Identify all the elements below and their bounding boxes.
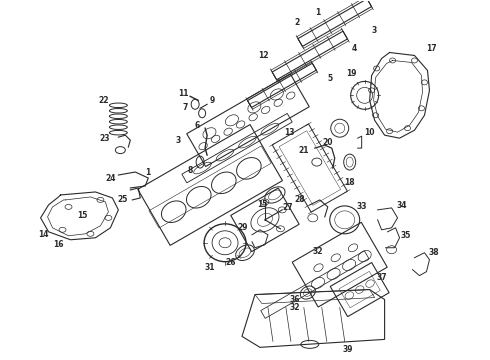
- Text: 11: 11: [178, 89, 189, 98]
- Text: 6: 6: [195, 121, 200, 130]
- Text: 12: 12: [258, 51, 268, 60]
- Text: 1: 1: [315, 8, 320, 17]
- Text: 35: 35: [400, 231, 411, 240]
- Text: 32: 32: [313, 247, 323, 256]
- Text: 19: 19: [346, 69, 357, 78]
- Text: 10: 10: [365, 128, 375, 137]
- Text: 8: 8: [188, 166, 193, 175]
- Text: 5: 5: [327, 74, 332, 83]
- Text: 23: 23: [99, 134, 110, 143]
- Text: 29: 29: [238, 223, 248, 232]
- Text: 2: 2: [294, 18, 299, 27]
- Text: 4: 4: [352, 44, 357, 53]
- Text: 31: 31: [205, 263, 215, 272]
- Text: 15: 15: [257, 201, 267, 210]
- Text: 27: 27: [283, 203, 293, 212]
- Text: 9: 9: [209, 96, 215, 105]
- Text: 33: 33: [356, 202, 367, 211]
- Text: 34: 34: [396, 201, 407, 210]
- Text: 26: 26: [226, 258, 236, 267]
- Text: 39: 39: [343, 345, 353, 354]
- Text: 38: 38: [428, 248, 439, 257]
- Text: 32: 32: [290, 303, 300, 312]
- Text: 3: 3: [372, 26, 377, 35]
- Text: 15: 15: [77, 211, 88, 220]
- Text: 18: 18: [344, 179, 355, 188]
- Text: 24: 24: [105, 174, 116, 183]
- Text: 21: 21: [298, 145, 309, 154]
- Text: 7: 7: [182, 103, 188, 112]
- Text: 36: 36: [290, 295, 300, 304]
- Text: 28: 28: [294, 195, 305, 204]
- Text: 37: 37: [376, 273, 387, 282]
- Text: 13: 13: [285, 128, 295, 137]
- Text: 14: 14: [38, 230, 49, 239]
- Text: 20: 20: [322, 138, 333, 147]
- Text: 16: 16: [53, 240, 64, 249]
- Text: 22: 22: [98, 96, 109, 105]
- Text: 17: 17: [426, 44, 437, 53]
- Text: 3: 3: [175, 136, 181, 145]
- Text: 25: 25: [117, 195, 127, 204]
- Text: 1: 1: [146, 167, 151, 176]
